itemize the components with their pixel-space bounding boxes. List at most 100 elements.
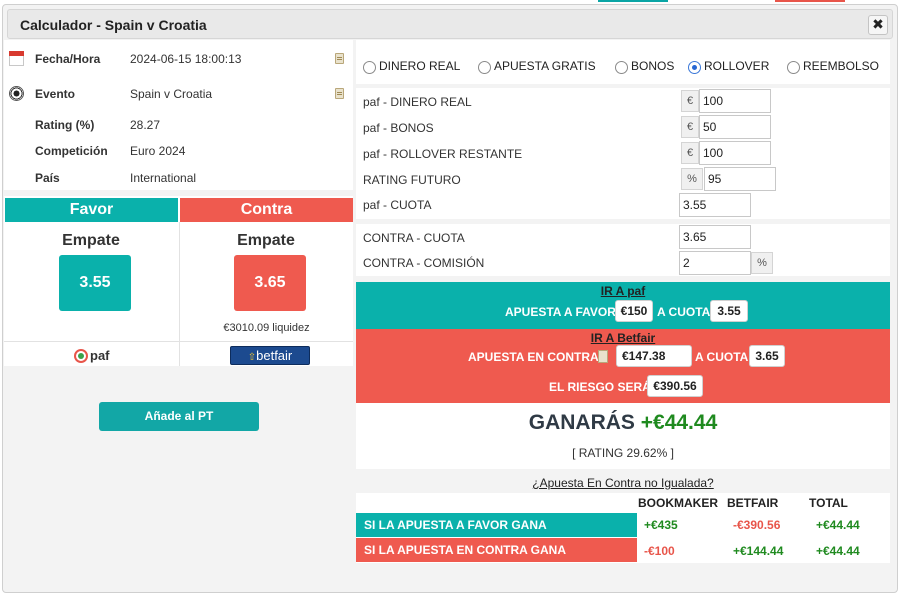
- event-info-panel: Fecha/Hora 2024-06-15 18:00:13 Evento Sp…: [4, 40, 353, 190]
- evento-label: Evento: [35, 87, 76, 101]
- dinero-real-input[interactable]: 100: [699, 89, 771, 113]
- exchange-form: CONTRA - CUOTA 3.65 CONTRA - COMISIÓN 2 …: [356, 224, 890, 276]
- bet-type-panel: DINERO REAL APUESTA GRATIS BONOS ROLLOVE…: [356, 40, 890, 84]
- euro-addon: €: [681, 142, 699, 164]
- radio-circle[interactable]: [363, 61, 376, 74]
- col-bookmaker: BOOKMAKER: [638, 496, 718, 510]
- contra-cuota-label: CONTRA - CUOTA: [363, 231, 465, 245]
- row-favor-betfair: -€390.56: [733, 518, 781, 532]
- rating-futuro-label: RATING FUTURO: [363, 173, 461, 187]
- row-contra-bookmaker: -€100: [644, 544, 675, 558]
- copy-event-icon[interactable]: [335, 88, 344, 99]
- go-to-paf-link[interactable]: IR A paf: [600, 284, 646, 298]
- euro-addon: €: [681, 90, 699, 112]
- contra-odds-box[interactable]: 3.65: [234, 255, 306, 311]
- background-red-tab: [775, 0, 845, 2]
- contra-comision-input[interactable]: 2: [679, 251, 751, 275]
- favor-odds-label: A CUOTA: [657, 305, 711, 319]
- copy-stake-icon[interactable]: [598, 350, 608, 363]
- row-contra-betfair: +€144.44: [733, 544, 784, 558]
- rating-futuro-input[interactable]: 95: [704, 167, 776, 191]
- row-contra-total: +€44.44: [816, 544, 860, 558]
- bonos-label: paf - BONOS: [363, 121, 434, 135]
- contra-stake-label: APUESTA EN CONTRA: [468, 350, 599, 364]
- favor-odds-value[interactable]: 3.55: [710, 300, 748, 322]
- betfair-logo-text: betfair: [256, 348, 293, 363]
- risk-label: EL RIESGO SERÁ: [549, 380, 651, 394]
- row-favor-total: +€44.44: [816, 518, 860, 532]
- radio-circle[interactable]: [478, 61, 491, 74]
- fecha-row: Fecha/Hora 2024-06-15 18:00:13: [4, 49, 353, 69]
- row-contra-label: SI LA APUESTA EN CONTRA GANA: [356, 538, 637, 562]
- betfair-logo[interactable]: ⇧betfair: [230, 346, 310, 365]
- col-betfair: BETFAIR: [727, 496, 779, 510]
- soccer-ball-icon: [9, 86, 24, 101]
- betfair-arrows-icon: ⇧: [247, 352, 257, 363]
- pais-value: International: [130, 171, 197, 185]
- radio-circle-selected[interactable]: [688, 61, 701, 74]
- calendar-icon: [9, 51, 24, 66]
- rollover-input[interactable]: 100: [699, 141, 771, 165]
- row-favor-bookmaker: +€435: [644, 518, 678, 532]
- cuota-input[interactable]: 3.55: [679, 193, 751, 217]
- contra-stake-value[interactable]: €147.38: [616, 345, 692, 367]
- rating-row: Rating (%) 28.27: [4, 115, 353, 135]
- contra-header: Contra: [180, 198, 353, 222]
- favor-odds-box[interactable]: 3.55: [59, 255, 131, 311]
- percent-addon: %: [681, 168, 703, 190]
- background-strip: [0, 0, 900, 4]
- bookmaker-form: paf - DINERO REAL € 100 paf - BONOS € 50…: [356, 88, 890, 219]
- percent-addon: %: [751, 252, 773, 274]
- rating-value: 28.27: [130, 118, 161, 132]
- contra-outcome: Empate: [237, 232, 295, 249]
- summary-table: BOOKMAKER BETFAIR TOTAL SI LA APUESTA A …: [356, 493, 890, 563]
- cuota-label: paf - CUOTA: [363, 198, 432, 212]
- pais-row: País International: [4, 168, 353, 188]
- dinero-real-label: paf - DINERO REAL: [363, 95, 472, 109]
- col-total: TOTAL: [809, 496, 848, 510]
- profit-amount: +€44.44: [640, 411, 718, 434]
- add-to-pt-button[interactable]: Añade al PT: [99, 402, 259, 431]
- profit-label: GANARÁS: [528, 411, 635, 434]
- radio-circle[interactable]: [787, 61, 800, 74]
- paf-logo[interactable]: paf: [74, 348, 118, 364]
- contra-odds-value[interactable]: 3.65: [749, 345, 785, 367]
- favor-outcome: Empate: [62, 232, 120, 249]
- profit-headline: GANARÁS +€44.44: [356, 411, 890, 435]
- risk-value: €390.56: [647, 375, 703, 397]
- radio-label: APUESTA GRATIS: [494, 59, 596, 73]
- favor-stake-value[interactable]: €150: [615, 300, 653, 322]
- copy-date-icon[interactable]: [335, 53, 344, 64]
- contra-odds-label: A CUOTA: [695, 350, 749, 364]
- paf-logo-text: paf: [90, 348, 110, 363]
- logo-divider: [4, 341, 353, 342]
- radio-label: ROLLOVER: [704, 59, 770, 73]
- dialog-title: Calculador - Spain v Croatia: [20, 17, 207, 33]
- competicion-label: Competición: [35, 144, 108, 158]
- radio-label: REEMBOLSO: [803, 59, 880, 73]
- unmatched-bet-link[interactable]: ¿Apuesta En Contra no Igualada?: [532, 476, 714, 490]
- row-favor-label: SI LA APUESTA A FAVOR GANA: [356, 513, 637, 537]
- contra-instruction-block: IR A Betfair APUESTA EN CONTRA €147.38 A…: [356, 329, 890, 403]
- fecha-label: Fecha/Hora: [35, 52, 101, 66]
- favor-header: Favor: [5, 198, 178, 222]
- close-button[interactable]: ✖: [868, 15, 888, 35]
- competicion-value: Euro 2024: [130, 144, 186, 158]
- radio-label: BONOS: [631, 59, 675, 73]
- favor-instruction-block: IR A paf APUESTA A FAVOR €150 A CUOTA 3.…: [356, 282, 890, 329]
- paf-logo-icon: [74, 349, 88, 363]
- fecha-value: 2024-06-15 18:00:13: [130, 52, 242, 66]
- panel-divider: [179, 222, 180, 366]
- go-to-betfair-link[interactable]: IR A Betfair: [590, 331, 656, 345]
- contra-cuota-input[interactable]: 3.65: [679, 225, 751, 249]
- euro-addon: €: [681, 116, 699, 138]
- result-rating: [ RATING 29.62% ]: [572, 446, 674, 460]
- radio-circle[interactable]: [615, 61, 628, 74]
- competicion-row: Competición Euro 2024: [4, 141, 353, 161]
- pais-label: País: [35, 171, 60, 185]
- bonos-input[interactable]: 50: [699, 115, 771, 139]
- odds-panel: Favor Contra Empate Empate 3.55 3.65 €30…: [4, 196, 353, 366]
- close-icon: ✖: [872, 16, 884, 32]
- evento-value: Spain v Croatia: [130, 87, 213, 101]
- contra-comision-label: CONTRA - COMISIÓN: [363, 256, 485, 270]
